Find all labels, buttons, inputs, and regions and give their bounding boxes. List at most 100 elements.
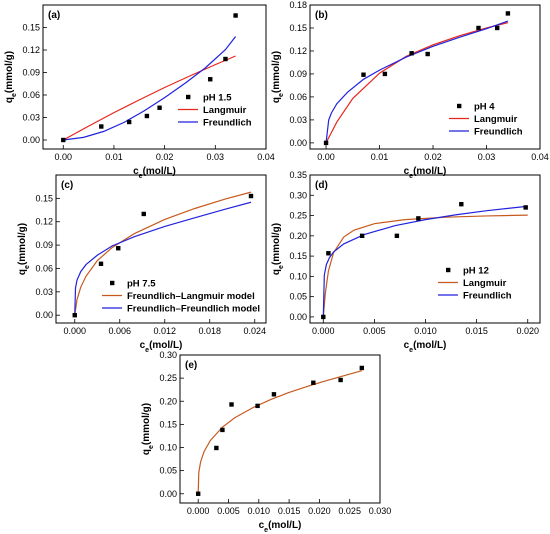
data-point: [359, 365, 365, 371]
legend-marker: [446, 267, 451, 273]
y-axis-label: qe(mmol/g): [271, 223, 285, 275]
x-tick-label: 0.00: [317, 152, 335, 162]
panel-c: 0.000 0.006 0.012 0.018 0.024 0.00 0.03 0.06 0.0…: [17, 174, 267, 354]
x-tick-label: 0.024: [243, 326, 266, 336]
x-tick-label: 0.005: [217, 506, 240, 516]
data-point: [144, 113, 150, 119]
data-point: [157, 105, 162, 110]
x-tick-label: 0.02: [156, 152, 174, 162]
x-tick-label: 0.015: [465, 326, 488, 336]
data-point: [495, 25, 500, 31]
y-tick-label: 0.15: [35, 193, 53, 203]
y-tick-label: 0.03: [35, 287, 53, 297]
data-point: [72, 313, 77, 318]
data-point: [233, 13, 238, 18]
data-point: [195, 491, 201, 496]
data-point: [505, 11, 511, 16]
data-point: [409, 51, 414, 56]
x-tick-label: 0.018: [198, 326, 221, 336]
y-tick-label: 0.00: [289, 312, 307, 322]
x-tick-label: 0.01: [371, 152, 389, 162]
legend-marker: [457, 103, 462, 109]
x-axis-label: ce(mol/L): [140, 340, 183, 354]
y-tick-label: 0.00: [289, 138, 307, 148]
x-tick-label: 0.04: [531, 152, 549, 162]
legend-label: pH 7.5: [127, 279, 156, 290]
data-point: [476, 25, 481, 31]
panel-b: 0.00 0.01 0.02 0.03 0.04 0.00 0.03 0.06 0.09 0.12…: [271, 0, 549, 180]
data-point: [338, 377, 343, 383]
y-tick-label: 0.30: [159, 350, 177, 360]
x-tick-label: 0.03: [207, 152, 225, 162]
x-tick-label: 0.006: [108, 326, 131, 336]
x-axis-label: ce(mol/L): [133, 166, 176, 180]
data-point: [229, 402, 234, 407]
x-tick-label: 0.00: [55, 152, 73, 162]
data-point: [382, 71, 388, 77]
legend-marker: [110, 280, 115, 286]
data-point: [311, 380, 316, 385]
y-tick-label: 0.25: [159, 373, 177, 383]
data-point: [394, 233, 400, 239]
data-point: [220, 427, 225, 433]
x-tick-label: 0.010: [248, 506, 271, 516]
x-tick-label: 0.03: [478, 152, 496, 162]
legend-label: Langmuir: [203, 105, 247, 116]
data-point: [141, 211, 146, 217]
x-tick-label: 0.000: [63, 326, 86, 336]
series-line: [325, 22, 509, 144]
y-tick-label: 0.05: [159, 466, 177, 476]
legend-label: Langmuir: [463, 278, 507, 289]
y-axis-label: qe(mmol/g): [271, 51, 285, 103]
y-tick-label: 0.03: [22, 113, 40, 123]
plot-frame: [309, 4, 541, 150]
x-tick-label: 0.030: [369, 506, 392, 516]
panel-e: 0.000 0.005 0.010 0.015 0.020 0.025 0.030 0.00 0…: [141, 350, 391, 534]
y-tick-label: 0.06: [22, 90, 40, 100]
panel-a: 0.00 0.01 0.02 0.03 0.04 0.00 0.03 0.06 0.09 0.12…: [4, 4, 275, 180]
legend-label: Freundlich–Freundlich model: [127, 304, 260, 315]
data-point: [323, 140, 329, 146]
series-line: [74, 201, 252, 316]
data-point: [208, 77, 213, 82]
y-axis-label: qe(mmol/g): [4, 51, 18, 103]
data-point: [214, 445, 219, 451]
panel-label: (b): [315, 10, 328, 21]
data-point: [255, 403, 260, 409]
series-line: [74, 191, 252, 316]
series-line: [197, 370, 362, 494]
data-point: [61, 137, 66, 143]
y-tick-label: 0.09: [22, 68, 40, 78]
x-tick-label: 0.02: [424, 152, 442, 162]
y-axis-label: qe(mmol/g): [17, 223, 31, 275]
y-tick-label: 0.12: [22, 45, 40, 55]
y-tick-label: 0.12: [35, 217, 53, 227]
y-axis-label: qe(mmol/g): [141, 403, 155, 455]
data-point: [223, 56, 228, 62]
plot-frame: [42, 4, 267, 150]
series-line: [62, 55, 236, 141]
panel-label: (c): [61, 180, 73, 191]
y-tick-label: 0.09: [289, 69, 307, 79]
y-tick-label: 0.03: [289, 115, 307, 125]
series-line: [325, 20, 509, 143]
data-point: [99, 124, 104, 129]
data-point: [523, 205, 528, 210]
y-tick-label: 0.10: [159, 443, 177, 453]
data-point: [416, 216, 421, 221]
x-tick-label: 0.01: [105, 152, 123, 162]
y-tick-label: 0.35: [289, 170, 307, 180]
panel-label: (e): [185, 360, 197, 371]
y-tick-label: 0.20: [159, 396, 177, 406]
x-tick-label: 0.04: [257, 152, 275, 162]
legend-label: Freundlich: [474, 127, 523, 138]
x-tick-label: 0.015: [278, 506, 301, 516]
panel-d: 0.000 0.005 0.010 0.015 0.020 0.00 0.05 0.10 0.1…: [271, 170, 541, 354]
legend-label: Langmuir: [474, 114, 518, 125]
legend-label: pH 4: [474, 102, 495, 113]
y-tick-label: 0.10: [289, 271, 307, 281]
x-axis-label: ce(mol/L): [404, 340, 447, 354]
x-tick-label: 0.000: [187, 506, 210, 516]
legend-label: Freundlich: [203, 118, 252, 129]
